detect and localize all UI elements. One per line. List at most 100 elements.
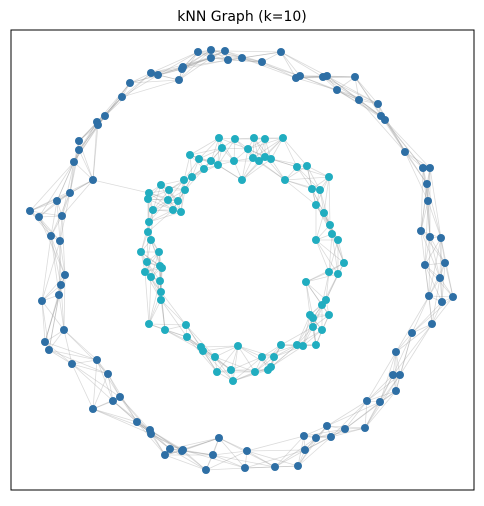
edge xyxy=(354,76,382,117)
edge xyxy=(258,160,286,181)
edge xyxy=(59,240,62,286)
edge xyxy=(160,184,186,191)
edge xyxy=(181,59,229,70)
edge xyxy=(38,161,75,218)
node-point xyxy=(277,341,285,349)
edge xyxy=(202,350,218,373)
edge xyxy=(92,121,98,181)
edge xyxy=(295,77,338,91)
node-point xyxy=(147,430,155,438)
node-point xyxy=(149,206,157,214)
edge xyxy=(41,240,61,302)
node-point xyxy=(231,135,239,143)
edge xyxy=(325,262,345,301)
edge xyxy=(326,75,379,105)
edge xyxy=(205,467,246,471)
edge xyxy=(92,179,150,194)
node-point xyxy=(250,134,258,142)
edge xyxy=(326,400,368,427)
edge xyxy=(227,51,282,61)
edge xyxy=(181,450,207,471)
edge xyxy=(148,209,174,223)
edge xyxy=(129,79,180,84)
node-point xyxy=(70,158,78,166)
node-point xyxy=(318,326,326,334)
node-point xyxy=(361,424,369,432)
edge xyxy=(157,51,199,76)
chart-title: kNN Graph (k=10) xyxy=(177,9,306,25)
node-point xyxy=(174,197,182,205)
edge xyxy=(395,332,413,353)
edge xyxy=(147,209,174,233)
edge xyxy=(197,51,243,59)
edge xyxy=(392,332,413,376)
edge xyxy=(63,329,98,361)
edge xyxy=(210,57,263,63)
edge xyxy=(427,200,431,238)
edge xyxy=(241,57,297,79)
edge xyxy=(270,158,308,167)
edge xyxy=(214,356,234,382)
edge xyxy=(244,466,276,469)
edge xyxy=(38,216,61,242)
node-point xyxy=(177,208,185,216)
edge xyxy=(274,437,317,468)
edge xyxy=(92,408,151,431)
edge xyxy=(302,314,311,347)
node-point xyxy=(224,56,232,64)
edge xyxy=(358,99,382,117)
edge xyxy=(152,200,179,211)
node-point xyxy=(334,270,342,278)
node-point xyxy=(169,206,177,214)
node-point xyxy=(449,293,457,301)
edge xyxy=(78,96,123,142)
edge xyxy=(212,450,248,456)
edge xyxy=(296,314,311,346)
edge xyxy=(44,341,98,361)
edge xyxy=(274,435,305,468)
edge xyxy=(169,437,220,450)
edge xyxy=(296,166,321,191)
node-point xyxy=(325,268,333,276)
edge xyxy=(29,161,75,212)
edge xyxy=(182,449,214,456)
node-point xyxy=(56,237,64,245)
edge xyxy=(344,390,397,430)
edge xyxy=(63,329,73,365)
edge xyxy=(354,76,379,105)
edge xyxy=(48,349,109,375)
edge xyxy=(121,72,152,98)
edge xyxy=(404,151,429,202)
edge xyxy=(182,59,229,68)
edge xyxy=(150,209,154,241)
node-point xyxy=(41,338,49,346)
node-point xyxy=(293,163,301,171)
edge xyxy=(157,68,183,76)
edge xyxy=(304,428,346,451)
node-point xyxy=(38,297,46,305)
edge xyxy=(210,49,263,63)
edge xyxy=(38,216,66,276)
edge xyxy=(56,161,75,202)
edge xyxy=(315,204,333,235)
edge xyxy=(305,273,339,283)
edge xyxy=(96,96,123,123)
edge xyxy=(167,179,185,201)
edge xyxy=(429,167,442,239)
edge xyxy=(284,176,330,181)
edge xyxy=(280,51,328,77)
edge xyxy=(152,189,170,211)
node-point xyxy=(188,173,196,181)
edge xyxy=(150,433,171,450)
edge xyxy=(78,121,98,151)
node-point xyxy=(157,296,165,304)
node-point xyxy=(244,145,252,153)
edge xyxy=(180,179,185,213)
edge xyxy=(96,359,114,402)
edge xyxy=(107,373,121,398)
edge xyxy=(41,300,46,343)
node-point xyxy=(213,368,221,376)
node-point xyxy=(161,326,169,334)
node-point xyxy=(145,218,153,226)
